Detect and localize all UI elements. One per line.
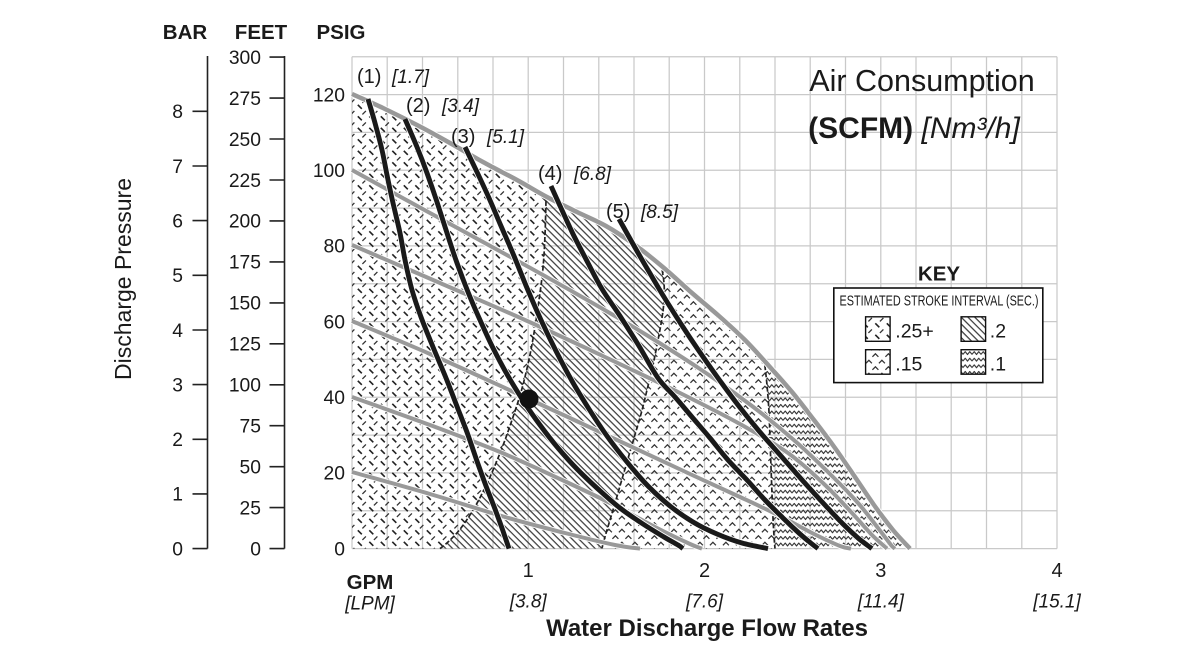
svg-text:BAR: BAR — [163, 21, 208, 44]
svg-text:0: 0 — [250, 539, 261, 560]
svg-text:25: 25 — [240, 498, 261, 519]
svg-text:Water Discharge Flow Rates: Water Discharge Flow Rates — [546, 615, 868, 642]
svg-text:[5.1]: [5.1] — [486, 127, 525, 148]
svg-text:0: 0 — [334, 539, 345, 560]
svg-text:[6.8]: [6.8] — [573, 164, 612, 185]
svg-text:KEY: KEY — [918, 263, 960, 286]
svg-text:.2: .2 — [990, 321, 1006, 343]
svg-text:2: 2 — [172, 430, 183, 451]
svg-text:120: 120 — [313, 85, 345, 106]
svg-text:80: 80 — [324, 237, 345, 258]
svg-text:.25+: .25+ — [895, 321, 934, 343]
svg-text:300: 300 — [229, 48, 261, 69]
svg-text:(2): (2) — [406, 95, 430, 117]
svg-text:60: 60 — [324, 312, 345, 333]
svg-text:[3.4]: [3.4] — [441, 96, 480, 117]
svg-text:175: 175 — [229, 253, 261, 274]
svg-text:FEET: FEET — [235, 21, 288, 44]
svg-text:ESTIMATED STROKE INTERVAL (SEC: ESTIMATED STROKE INTERVAL (SEC.) — [840, 293, 1039, 310]
svg-text:Discharge Pressure: Discharge Pressure — [110, 178, 136, 380]
svg-text:200: 200 — [229, 212, 261, 233]
svg-text:6: 6 — [172, 211, 183, 232]
svg-text:1: 1 — [172, 485, 183, 506]
svg-text:GPM: GPM — [347, 571, 394, 594]
svg-text:150: 150 — [229, 294, 261, 315]
svg-text:8: 8 — [172, 102, 183, 123]
svg-text:[11.4]: [11.4] — [857, 592, 905, 613]
svg-text:(3): (3) — [451, 126, 475, 148]
svg-text:100: 100 — [313, 161, 345, 182]
svg-text:[3.8]: [3.8] — [509, 592, 548, 613]
svg-text:75: 75 — [240, 417, 261, 438]
svg-text:7: 7 — [172, 157, 183, 178]
svg-text:[7.6]: [7.6] — [685, 592, 724, 613]
svg-text:20: 20 — [324, 464, 345, 485]
svg-text:4: 4 — [1051, 560, 1062, 582]
svg-text:1: 1 — [523, 560, 534, 582]
svg-text:50: 50 — [240, 458, 261, 479]
svg-text:[1.7]: [1.7] — [391, 67, 430, 88]
svg-text:.1: .1 — [990, 354, 1006, 376]
svg-text:4: 4 — [172, 321, 183, 342]
svg-text:5: 5 — [172, 266, 183, 287]
svg-text:40: 40 — [324, 388, 345, 409]
svg-text:0: 0 — [172, 539, 183, 560]
svg-text:[15.1]: [15.1] — [1032, 592, 1081, 613]
svg-text:PSIG: PSIG — [317, 21, 366, 44]
svg-text:Air Consumption: Air Consumption — [809, 64, 1034, 98]
svg-text:.15: .15 — [895, 354, 922, 376]
svg-text:(5): (5) — [606, 201, 630, 223]
svg-text:275: 275 — [229, 89, 261, 110]
svg-text:250: 250 — [229, 130, 261, 151]
svg-text:[LPM]: [LPM] — [344, 594, 395, 615]
svg-text:3: 3 — [875, 560, 886, 582]
svg-text:225: 225 — [229, 171, 261, 192]
svg-text:(1): (1) — [357, 66, 381, 88]
svg-text:100: 100 — [229, 376, 261, 397]
svg-text:125: 125 — [229, 335, 261, 356]
svg-text:[8.5]: [8.5] — [640, 202, 679, 223]
svg-text:(4): (4) — [538, 163, 562, 185]
svg-text:2: 2 — [699, 560, 710, 582]
svg-text:3: 3 — [172, 375, 183, 396]
svg-text:(SCFM) [Nm³/h]: (SCFM) [Nm³/h] — [808, 112, 1020, 145]
